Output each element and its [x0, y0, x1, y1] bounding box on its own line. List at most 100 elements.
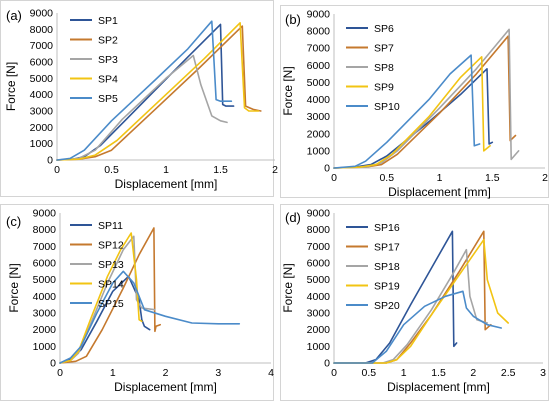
y-tick-label: 3000: [30, 106, 54, 118]
legend-label: SP15: [98, 298, 124, 310]
series-line: [59, 270, 241, 364]
x-tick-label: 0: [57, 367, 63, 379]
y-tick-label: 0: [324, 358, 330, 370]
y-tick-label: 6000: [30, 57, 54, 69]
y-tick-label: 9000: [30, 8, 54, 20]
y-tick-label: 0: [324, 163, 330, 175]
y-tick-label: 1000: [307, 341, 331, 353]
legend-label: SP19: [374, 281, 400, 293]
legend-label: SP4: [98, 74, 118, 86]
y-tick-label: 2000: [307, 324, 331, 336]
chart-panel: 0 0.5 1 1.5 2 2.5 3 0 1000 2000 3000 4000 5000 6000 70…: [280, 204, 549, 401]
legend-label: SP1: [98, 15, 118, 27]
legend-label: SP3: [98, 54, 118, 66]
x-axis-title: Displacement [mm]: [115, 177, 218, 191]
series-line: [333, 28, 520, 169]
x-tick-label: 2: [272, 164, 278, 176]
y-tick-label: 3000: [307, 308, 331, 320]
x-tick-label: 1: [110, 367, 116, 379]
y-tick-label: 1000: [307, 145, 331, 157]
series-line: [56, 25, 262, 161]
y-tick-label: 7000: [307, 241, 331, 253]
y-tick-label: 6000: [307, 60, 331, 72]
panel-letter: (a): [6, 8, 22, 23]
series-line: [59, 227, 161, 364]
y-tick-label: 5000: [30, 73, 54, 85]
x-tick-label: 1: [437, 172, 443, 184]
y-axis-title: Force [N]: [281, 263, 295, 312]
legend: SP1 SP2 SP3 SP4 SP5: [70, 15, 118, 105]
y-tick-label: 5000: [307, 274, 331, 286]
legend-label: SP12: [98, 240, 124, 252]
y-tick-label: 0: [50, 358, 56, 370]
x-tick-label: 3: [540, 367, 546, 379]
y-tick-label: 1000: [33, 341, 57, 353]
y-axis-title: Force [N]: [281, 66, 295, 115]
y-tick-label: 8000: [33, 224, 57, 236]
series-line: [333, 55, 491, 169]
panel-letter: (b): [285, 12, 301, 27]
y-tick-label: 6000: [33, 258, 57, 270]
panel-border: [0, 0, 274, 197]
y-tick-label: 7000: [307, 43, 331, 55]
series-line: [333, 68, 494, 169]
x-tick-label: 1.5: [485, 172, 500, 184]
y-tick-label: 3000: [33, 308, 57, 320]
y-tick-label: 9000: [33, 208, 57, 220]
y-axis-title: Force [N]: [7, 263, 21, 312]
series-line: [333, 290, 503, 364]
x-tick-label: 1: [401, 367, 407, 379]
y-tick-label: 9000: [307, 9, 331, 21]
legend-label: SP8: [374, 62, 394, 74]
legend-label: SP2: [98, 35, 118, 47]
x-tick-label: 1.5: [213, 164, 228, 176]
series-line: [333, 54, 481, 169]
legend-label: SP20: [374, 300, 400, 312]
y-tick-label: 7000: [33, 241, 57, 253]
series-line: [333, 248, 489, 364]
legend-label: SP13: [98, 259, 124, 271]
chart-panel: 0 0.5 1 1.5 2 0 1000 2000 3000 4000 5000 6000 7000 80…: [280, 5, 549, 199]
legend-label: SP10: [374, 101, 400, 113]
x-tick-label: 1.5: [431, 367, 446, 379]
y-axis-title: Force [N]: [4, 62, 18, 111]
x-tick-label: 2.5: [501, 367, 516, 379]
x-axis-title: Displacement [mm]: [114, 380, 217, 394]
series-line: [333, 238, 510, 364]
legend: SP6 SP7 SP8 SP9 SP10: [346, 23, 400, 113]
legend-label: SP6: [374, 23, 394, 35]
x-tick-label: 0.5: [104, 164, 119, 176]
legend-label: SP16: [374, 222, 400, 234]
y-tick-label: 4000: [307, 94, 331, 106]
chart-panel: 0 0.5 1 1.5 2 0 1000 2000 3000 4000 5000 6000 7000 80…: [0, 0, 278, 197]
x-tick-label: 2: [470, 367, 476, 379]
legend-label: SP17: [374, 242, 400, 254]
legend-label: SP18: [374, 261, 400, 273]
y-tick-label: 3000: [307, 111, 331, 123]
y-tick-label: 4000: [33, 291, 57, 303]
legend-label: SP14: [98, 279, 124, 291]
y-tick-label: 5000: [307, 77, 331, 89]
series-line: [56, 54, 228, 161]
x-tick-label: 4: [268, 367, 274, 379]
y-tick-label: 4000: [307, 291, 331, 303]
y-tick-label: 5000: [33, 274, 57, 286]
series-line: [59, 232, 143, 364]
x-tick-label: 2: [163, 367, 169, 379]
legend-label: SP11: [98, 220, 123, 232]
y-tick-label: 8000: [307, 224, 331, 236]
x-axis-title: Displacement [mm]: [388, 185, 491, 199]
x-tick-label: 0: [331, 367, 337, 379]
y-tick-label: 0: [47, 155, 53, 167]
x-tick-label: 0: [54, 164, 60, 176]
legend: SP11 SP12 SP13 SP14 SP15: [70, 220, 124, 310]
y-tick-label: 8000: [30, 24, 54, 36]
panel-letter: (c): [6, 214, 21, 229]
series-line: [56, 23, 235, 161]
chart-panel: 0 1 2 3 4 0 1000 2000 3000 4000 5000 6000 7000 8000 90…: [0, 204, 274, 401]
series-line: [56, 21, 260, 161]
y-tick-label: 4000: [30, 89, 54, 101]
x-tick-label: 0.5: [362, 367, 377, 379]
x-axis-title: Displacement [mm]: [387, 380, 490, 394]
